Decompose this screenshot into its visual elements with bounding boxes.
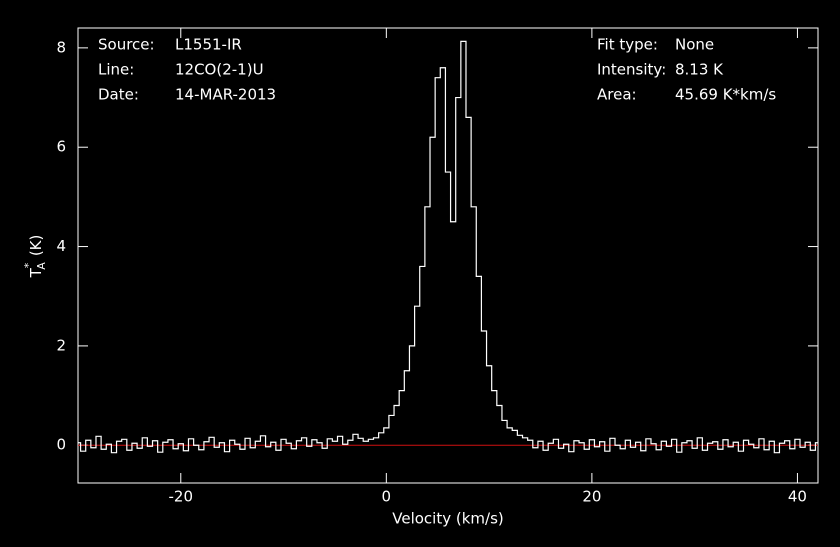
y-label-sub: A bbox=[35, 262, 48, 270]
y-label-base: T bbox=[27, 267, 45, 278]
y-tick-label: 0 bbox=[56, 436, 66, 454]
annotation-label: Area: bbox=[597, 86, 637, 104]
annotation-label: Fit type: bbox=[597, 36, 658, 54]
spectrum-line bbox=[78, 40, 818, 454]
y-tick-label: 6 bbox=[56, 138, 66, 156]
annotation-value: 45.69 K*km/s bbox=[675, 86, 776, 104]
y-label-unit: (K) bbox=[27, 235, 45, 257]
annotation-value: 8.13 K bbox=[675, 61, 724, 79]
y-tick-label: 8 bbox=[56, 38, 66, 56]
plot-frame bbox=[77, 27, 819, 484]
x-tick-label: -20 bbox=[169, 488, 194, 506]
annotation-value: L1551-IR bbox=[175, 36, 242, 54]
x-tick-label: 0 bbox=[382, 488, 392, 506]
x-tick-label: 20 bbox=[582, 488, 601, 506]
annotation-value: 14-MAR-2013 bbox=[175, 86, 276, 104]
y-axis-label: T*A (K) bbox=[22, 235, 48, 279]
y-label-sup: * bbox=[22, 262, 35, 268]
annotation-label: Date: bbox=[98, 86, 139, 104]
annotation-label: Intensity: bbox=[597, 61, 666, 79]
annotation-value: 12CO(2-1)U bbox=[175, 61, 264, 79]
x-tick-label: 40 bbox=[788, 488, 807, 506]
x-axis-label: Velocity (km/s) bbox=[392, 510, 503, 528]
y-tick-label: 2 bbox=[56, 336, 66, 354]
annotation-value: None bbox=[675, 36, 714, 54]
y-tick-label: 4 bbox=[56, 237, 66, 255]
annotation-label: Source: bbox=[98, 36, 155, 54]
annotation-label: Line: bbox=[98, 61, 134, 79]
